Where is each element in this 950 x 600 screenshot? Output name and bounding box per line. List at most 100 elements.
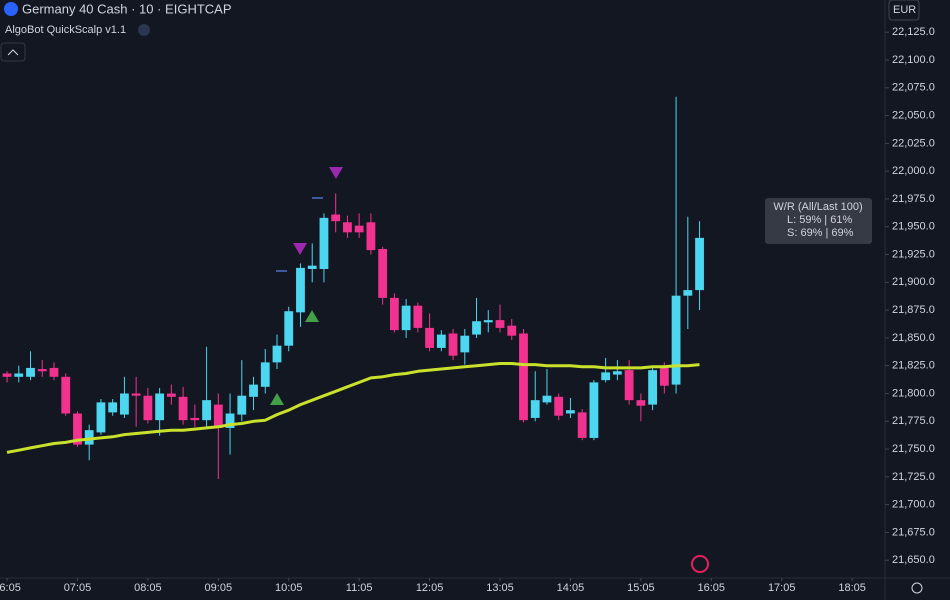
candle-body — [413, 305, 423, 328]
candle-body — [577, 412, 587, 438]
x-tick-label: 17:05 — [768, 582, 796, 594]
x-tick-label: 13:05 — [486, 582, 514, 594]
x-tick-label: 09:05 — [205, 582, 233, 594]
indicator-name: AlgoBot QuickScalp v1.1 — [5, 24, 126, 36]
collapse-icon — [7, 49, 19, 56]
sell-signal — [293, 243, 307, 255]
candle-body — [213, 404, 223, 428]
candle-body — [530, 400, 540, 418]
x-tick-label: 11:05 — [346, 582, 373, 594]
candle-body — [272, 345, 282, 363]
candle-body — [202, 400, 211, 421]
alert-icon[interactable] — [691, 555, 709, 573]
candle-body — [460, 335, 470, 353]
candle-body — [178, 396, 188, 421]
currency-button[interactable] — [888, 0, 920, 21]
candle-body — [695, 237, 704, 291]
x-tick-label: 06:05 — [0, 582, 21, 594]
candle-body — [542, 395, 552, 403]
stats-row: L: 59% | 61% — [787, 214, 852, 226]
x-tick-label: 14:05 — [557, 582, 585, 594]
candle-body — [120, 393, 129, 415]
moving-average — [6, 362, 700, 454]
candle-body — [624, 370, 634, 401]
y-tick-label: 21,650.0 — [892, 554, 935, 566]
candle-body — [636, 400, 646, 406]
candle-body — [659, 367, 669, 386]
candle-body — [49, 367, 59, 377]
candle-body — [319, 217, 329, 269]
collapse-button[interactable] — [0, 42, 26, 62]
candle-body — [683, 290, 693, 296]
x-tick-label: 08:05 — [134, 582, 162, 594]
candle-body — [436, 334, 446, 348]
x-tick-label: 12:05 — [416, 582, 444, 594]
y-tick-label: 21,925.0 — [892, 248, 935, 260]
candle-body — [96, 402, 106, 433]
plot: 22,125.0 22,100.0 22,075.0 22,050.0 22,025.0… — [0, 26, 935, 594]
candle-body — [612, 371, 622, 375]
chart-title: Germany 40 Cash · 10 · EIGHTCAP — [22, 1, 232, 16]
buy-signal — [270, 393, 284, 405]
symbol-icon — [4, 2, 18, 16]
sell-signal — [329, 167, 343, 179]
y-tick-label: 21,875.0 — [892, 304, 935, 316]
stats-box — [765, 198, 872, 244]
candle-body — [143, 395, 153, 421]
y-tick-label: 22,100.0 — [892, 54, 935, 66]
candle-body — [554, 396, 564, 416]
y-tick-label: 22,000.0 — [892, 165, 935, 177]
y-tick-label: 21,825.0 — [892, 360, 935, 372]
y-tick-label: 21,800.0 — [892, 387, 935, 399]
y-tick-label: 21,775.0 — [892, 415, 935, 427]
candle-body — [601, 372, 611, 381]
y-tick-label: 22,050.0 — [892, 110, 935, 122]
candle-body — [84, 430, 94, 445]
y-tick-label: 21,700.0 — [892, 499, 935, 511]
candle-body — [343, 222, 352, 233]
candle-body — [26, 367, 35, 377]
currency: EUR — [893, 4, 916, 16]
candle-body — [61, 376, 71, 414]
y-tick-label: 21,900.0 — [892, 276, 935, 288]
candle-body — [37, 369, 47, 372]
buy-signal — [305, 310, 319, 322]
y-tick-label: 21,725.0 — [892, 471, 935, 483]
y-tick-label: 21,950.0 — [892, 221, 935, 233]
candle-body — [495, 320, 505, 328]
candle-body — [566, 410, 575, 414]
settings-icon[interactable] — [911, 582, 923, 594]
x-tick-label: 10:05 — [275, 582, 303, 594]
candle-body — [155, 393, 165, 421]
stats-row: S: 69% | 69% — [787, 227, 854, 239]
candle-body — [73, 413, 82, 445]
candle-body — [472, 321, 481, 335]
candle-body — [354, 225, 364, 233]
indicator-icon — [138, 24, 150, 36]
y-tick-label: 21,675.0 — [892, 526, 935, 538]
candle-body — [190, 417, 200, 421]
candle-body — [671, 295, 681, 385]
candle-body — [389, 297, 399, 331]
y-tick-label: 21,750.0 — [892, 443, 935, 455]
candle-body — [108, 402, 118, 413]
candle-body — [237, 395, 247, 415]
candle-body — [448, 333, 458, 356]
candle-body — [425, 327, 434, 348]
candle-body — [589, 382, 599, 438]
candle-body — [378, 248, 388, 298]
y-tick-label: 21,975.0 — [892, 193, 935, 205]
candle-body — [260, 362, 270, 387]
candle-body — [401, 305, 411, 331]
candle-body — [225, 413, 235, 428]
y-tick-label: 22,125.0 — [892, 26, 935, 38]
candle-body — [2, 373, 12, 377]
candle-body — [296, 267, 305, 313]
y-tick-label: 22,025.0 — [892, 137, 935, 149]
candle-body — [331, 214, 341, 222]
candle-body — [483, 320, 493, 323]
x-tick-label: 16:05 — [698, 582, 726, 594]
candle-body — [507, 325, 517, 336]
